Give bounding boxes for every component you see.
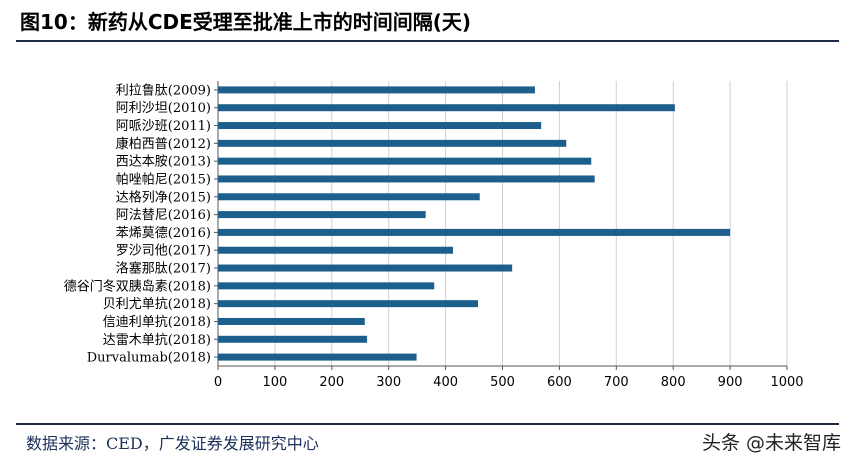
category-label: 康柏西普(2012) [116,136,211,152]
category-label: 贝利尤单抗(2018) [103,297,211,312]
x-tick-label: 200 [319,375,344,390]
category-label: 利拉鲁肽(2009) [116,83,211,98]
title-divider [16,40,839,42]
footer-divider [16,423,839,425]
bar [218,353,417,361]
source-note: 数据来源：CED，广发证券发展研究中心 [26,434,319,453]
bar [218,264,513,272]
category-label: 苯烯莫德(2016) [116,226,211,241]
category-label: 阿哌沙班(2011) [116,118,211,134]
x-tick-label: 500 [490,375,515,390]
bar [218,104,675,112]
x-tick-label: 900 [718,375,743,390]
x-tick-label: 0 [214,375,222,390]
x-tick-label: 300 [376,375,401,390]
x-tick-label: 700 [604,375,629,390]
bar [218,317,365,325]
bar [218,122,542,130]
category-label: Durvalumab(2018) [87,351,211,366]
bar [218,86,535,94]
bar [218,139,567,147]
category-label: 阿法替尼(2016) [116,208,211,223]
watermark: 头条 @未来智库 [701,432,841,454]
bar [218,300,479,308]
x-tick-label: 1000 [770,375,803,390]
bar [218,335,368,343]
x-tick-label: 600 [547,375,572,390]
category-label: 德谷门冬双胰岛素(2018) [64,278,211,294]
category-label: 信迪利单抗(2018) [103,315,211,330]
x-tick-label: 400 [433,375,458,390]
category-label: 洛塞那肽(2017) [116,261,211,277]
bar [218,193,480,201]
category-label: 罗沙司他(2017) [116,244,211,259]
category-label: 阿利沙坦(2010) [116,101,211,116]
bar [218,157,592,165]
x-tick-label: 100 [262,375,287,390]
category-label: 帕唑帕尼(2015) [116,171,211,187]
category-label: 达雷木单抗(2018) [103,333,211,348]
bar [218,211,426,219]
bar [218,246,453,254]
bar [218,175,595,183]
chart-title: 图10：新药从CDE受理至批准上市的时间间隔(天) [20,10,472,34]
bar [218,282,435,290]
category-label: 西达本胺(2013) [116,155,211,170]
bar [218,228,731,236]
category-label: 达格列净(2015) [116,189,211,205]
x-tick-label: 800 [661,375,686,390]
